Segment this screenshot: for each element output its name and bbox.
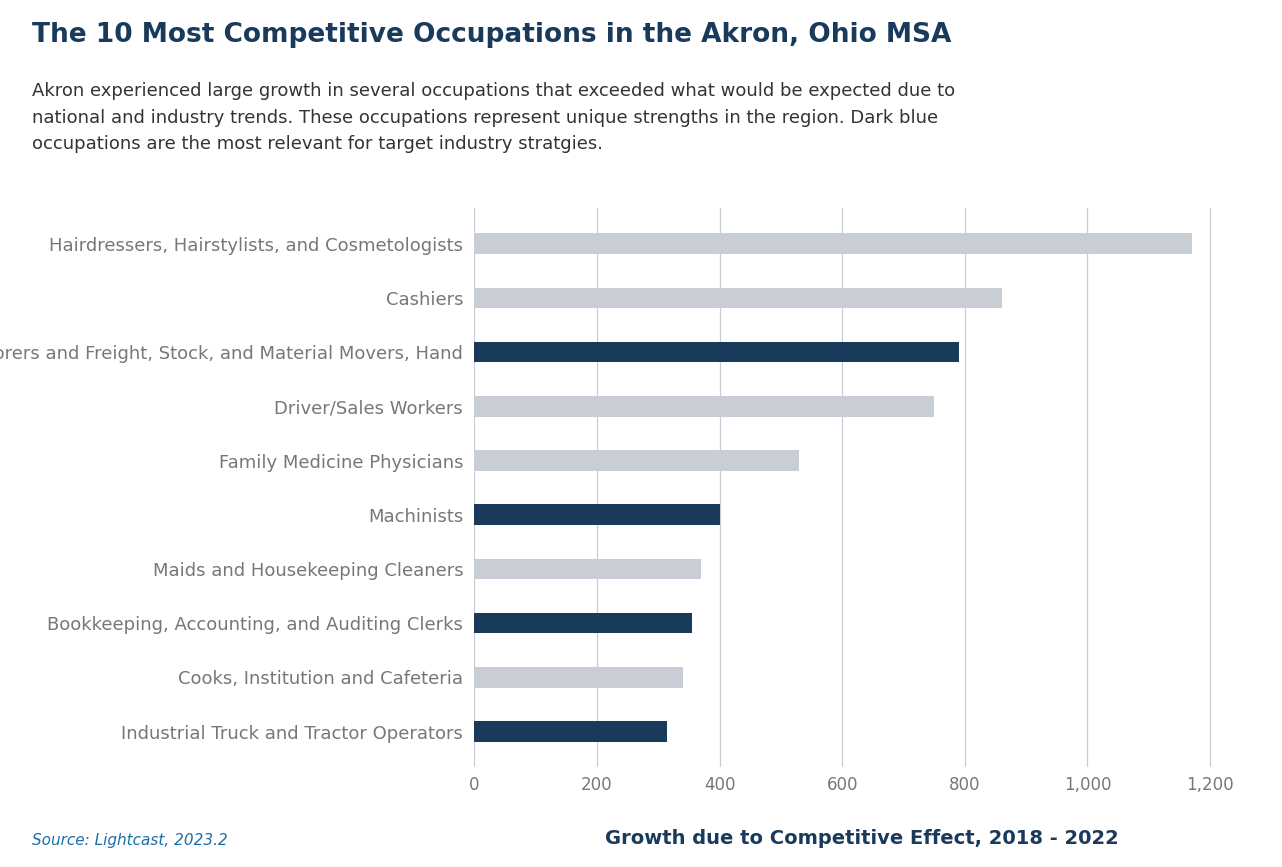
Bar — [474, 558, 701, 579]
Text: Source: Lightcast, 2023.2: Source: Lightcast, 2023.2 — [32, 833, 228, 848]
Bar — [474, 288, 1001, 309]
Bar — [474, 721, 668, 742]
Text: The 10 Most Competitive Occupations in the Akron, Ohio MSA: The 10 Most Competitive Occupations in t… — [32, 22, 951, 48]
Text: Akron experienced large growth in several occupations that exceeded what would b: Akron experienced large growth in severa… — [32, 82, 955, 153]
Bar — [474, 505, 719, 525]
Bar — [474, 396, 935, 417]
Bar — [474, 450, 799, 471]
Bar — [474, 613, 692, 634]
Bar — [474, 233, 1192, 254]
Bar — [474, 342, 959, 362]
Bar — [474, 667, 683, 688]
Text: Growth due to Competitive Effect, 2018 - 2022: Growth due to Competitive Effect, 2018 -… — [605, 829, 1118, 848]
